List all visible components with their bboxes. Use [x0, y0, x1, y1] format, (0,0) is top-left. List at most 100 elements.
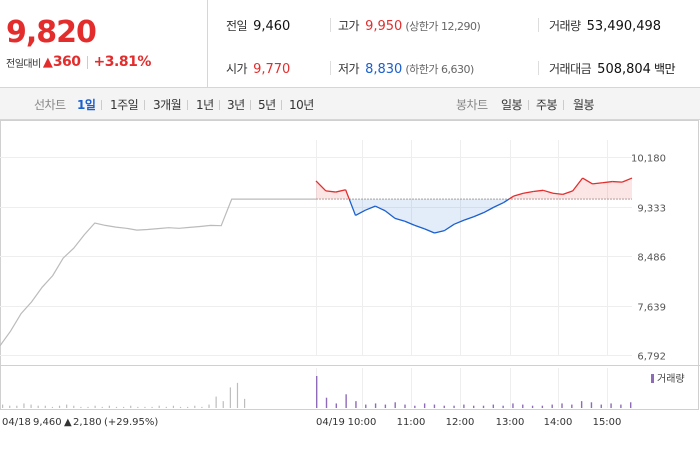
series-today-line: [348, 198, 357, 216]
tab-weekly-candle[interactable]: 주봉: [536, 98, 558, 112]
series-today-area: [365, 199, 376, 211]
divider: [528, 100, 529, 110]
volume-bar: [208, 404, 210, 408]
amount-value: 508,804: [597, 62, 651, 77]
x-tick-label: 14:00: [544, 417, 573, 428]
volume-bar: [215, 396, 217, 408]
quote-summary: 9,820 전일대비 ▲ 360 +3.81% 전일 9,460 고가 9,950(…: [0, 0, 700, 88]
volume-bar: [51, 406, 54, 408]
series-today-line: [345, 189, 350, 200]
volume-bar: [522, 404, 524, 408]
series-today-area: [622, 178, 632, 200]
volume-bar: [404, 404, 406, 408]
chart-frame: [0, 120, 699, 410]
tab-5year[interactable]: 5년: [258, 98, 276, 112]
volume-value: 53,490,498: [586, 19, 662, 34]
series-today-line: [404, 220, 415, 226]
amount-stat: 거래대금 508,804 백만: [549, 60, 676, 77]
volume-bar: [130, 405, 132, 408]
series-today-line: [533, 189, 544, 193]
volume-bar: [30, 404, 32, 408]
series-today-area: [533, 190, 544, 200]
series-today-area: [562, 190, 573, 200]
volume-bar: [453, 405, 455, 408]
volume-bar: [394, 402, 396, 408]
series-today-area: [414, 199, 425, 229]
series-today-line: [493, 201, 504, 208]
series-today-line: [325, 190, 336, 193]
volume-bar: [44, 405, 46, 408]
up-arrow-icon: ▲: [42, 54, 53, 70]
prev-day-date: 04/18: [2, 417, 31, 428]
volume-bar: [443, 405, 445, 408]
volume-legend-label: 거래량: [657, 373, 685, 385]
volume-label: 거래량: [549, 19, 581, 33]
x-tick-label: 11:00: [397, 417, 426, 428]
divider: [563, 100, 564, 110]
series-today-area: [325, 190, 336, 200]
series-today-area: [424, 199, 435, 233]
tab-daily-candle[interactable]: 일봉: [501, 98, 523, 112]
tab-monthly-candle[interactable]: 월봉: [573, 98, 595, 112]
series-today-area: [316, 180, 326, 200]
change-percent: +3.81%: [93, 54, 152, 70]
volume-bar: [580, 401, 583, 408]
up-arrow-icon: ▲: [64, 417, 72, 428]
x-tick-label: 10:00: [348, 417, 377, 428]
volume-bar: [229, 387, 231, 408]
tab-10year[interactable]: 10년: [289, 98, 314, 112]
volume-bar: [492, 404, 495, 408]
volume-bar: [620, 404, 622, 408]
series-today-line: [542, 189, 554, 194]
volume-bar: [561, 403, 563, 408]
divider: [538, 61, 539, 75]
series-today-line: [508, 195, 514, 200]
volume-bar: [172, 405, 175, 408]
volume-bar: [236, 382, 239, 408]
volume-bar: [384, 404, 387, 408]
line-chart-label: 선차트: [34, 98, 66, 112]
divider: [187, 100, 188, 110]
series-today-line: [552, 192, 563, 196]
series-today-line: [335, 189, 346, 193]
series-today-line: [513, 192, 524, 197]
volume-bar: [345, 394, 347, 408]
volume-bar: [433, 404, 436, 408]
volume-bar: [630, 402, 632, 408]
series-today-area: [395, 199, 405, 222]
x-tick-label: 13:00: [496, 417, 525, 428]
volume-bar: [541, 405, 544, 408]
tab-1day[interactable]: 1일: [77, 98, 96, 112]
tab-3year[interactable]: 3년: [227, 98, 245, 112]
series-today-area: [434, 199, 445, 233]
series-today-line: [483, 206, 495, 214]
tab-1week[interactable]: 1주일: [110, 98, 139, 112]
tab-3month[interactable]: 3개월: [153, 98, 182, 112]
series-today-area: [375, 199, 386, 211]
price-box: 9,820 전일대비 ▲ 360 +3.81%: [0, 0, 208, 88]
volume-bar: [365, 404, 367, 408]
volume-stat: 거래량 53,490,498: [549, 17, 661, 34]
volume-bar: [316, 376, 318, 408]
series-today-line: [463, 215, 475, 221]
volume-bar: [2, 404, 4, 408]
series-today-line: [394, 217, 406, 222]
series-today-line: [424, 228, 435, 234]
volume-bar: [502, 405, 504, 408]
volume-bar: [16, 405, 18, 408]
open-value: 9,770: [253, 62, 291, 77]
volume-bar: [165, 406, 167, 408]
volume-bar: [73, 405, 75, 408]
series-today-area: [602, 181, 613, 200]
volume-bar: [355, 401, 357, 408]
series-today-line: [592, 182, 603, 185]
volume-bar: [600, 404, 602, 408]
series-today-area: [454, 199, 465, 225]
volume-bar: [194, 405, 196, 408]
volume-bar: [571, 404, 573, 408]
x-tick-label: 04/19: [316, 417, 345, 428]
tab-1year[interactable]: 1년: [196, 98, 214, 112]
prev-day-close: 9,460: [33, 417, 62, 428]
divider: [281, 100, 282, 110]
prev-close-label: 전일: [226, 19, 248, 33]
